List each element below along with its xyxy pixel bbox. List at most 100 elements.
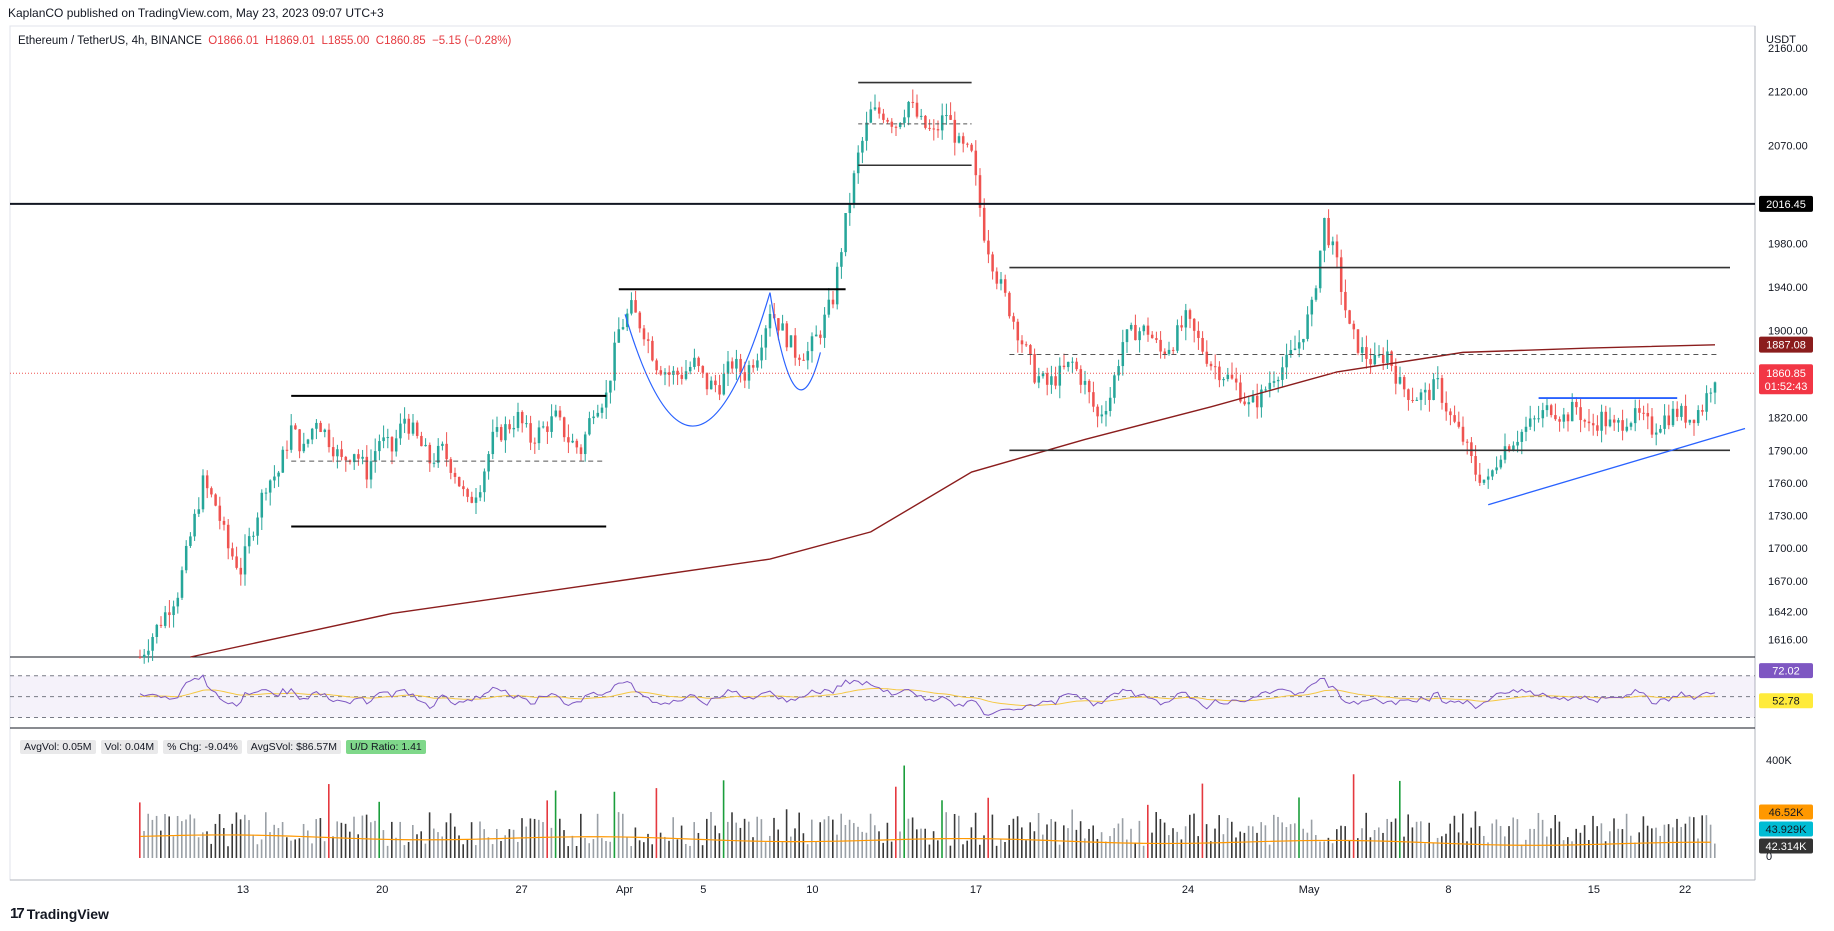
volume-bar [974, 812, 977, 858]
volume-bar [617, 812, 620, 858]
candle-body [764, 328, 768, 348]
candle-body [1541, 410, 1545, 419]
candle-body [1352, 323, 1356, 330]
candle-body [302, 443, 306, 452]
candle-body [1461, 426, 1465, 442]
candle-body [138, 657, 142, 658]
candle-body [1096, 406, 1099, 417]
candle-body [1428, 389, 1431, 401]
volume-bar [857, 826, 859, 858]
candle-body [256, 517, 259, 536]
volume-zero-label: 0 [1766, 851, 1772, 863]
volume-bar [1134, 842, 1136, 858]
candle-body [1507, 446, 1511, 451]
volume-bar [1025, 840, 1027, 858]
volume-bar [689, 845, 691, 858]
badge-ma200-bg [1759, 336, 1813, 353]
candle-body [785, 323, 789, 348]
candle-body [848, 203, 852, 214]
candle-body [487, 454, 490, 472]
candle-body [516, 411, 520, 428]
candle-body [453, 472, 457, 477]
volume-bar [563, 830, 565, 858]
volume-bar [1630, 835, 1632, 858]
volume-bar [1310, 819, 1313, 858]
volume-bar [395, 837, 397, 858]
candle-body [777, 318, 780, 331]
volume-bar [970, 827, 973, 858]
volume-bar [777, 829, 779, 858]
volume-bar [1567, 837, 1569, 858]
candle-body [781, 323, 784, 331]
candle-body [646, 339, 650, 341]
volume-bar [1415, 821, 1418, 858]
candle-body [1583, 420, 1587, 422]
volume-bar [244, 814, 246, 858]
candle-body [1209, 363, 1213, 367]
candle-body [596, 412, 600, 417]
candle-body [873, 107, 877, 110]
candle-body [159, 624, 163, 626]
currency-label: USDT [1766, 34, 1796, 46]
volume-bar [1184, 826, 1187, 858]
candle-body [352, 454, 356, 463]
candle-body [1247, 402, 1251, 405]
candle-body [1688, 419, 1692, 423]
candle-body [991, 254, 994, 272]
candle-body [478, 492, 482, 498]
volume-bar [231, 823, 233, 858]
volume-bar [176, 815, 179, 858]
volume-bar [307, 830, 309, 858]
volume-bar [1079, 821, 1082, 858]
volume-bar [945, 812, 947, 858]
candle-body [722, 373, 726, 395]
volume-bar [1306, 832, 1309, 858]
candle-body [1604, 411, 1608, 427]
candle-body [999, 279, 1003, 284]
volume-bar [479, 821, 481, 858]
volume-bar [680, 825, 683, 858]
candle-body [1524, 426, 1528, 432]
candle-body [378, 441, 381, 452]
volume-bar [1315, 835, 1317, 858]
volume-bar [668, 840, 670, 858]
candle-body [735, 358, 738, 369]
candle-body [1394, 365, 1398, 384]
candle-body [840, 252, 843, 267]
volume-bar [752, 837, 754, 858]
candle-body [1041, 373, 1045, 377]
candle-body [520, 411, 524, 424]
candle-body [1457, 421, 1461, 427]
candle-body [1650, 416, 1654, 435]
volume-bar [722, 780, 725, 858]
volume-bar [1096, 838, 1099, 858]
candle-body [399, 423, 402, 439]
candle-body [1520, 431, 1524, 442]
volume-bar [1462, 813, 1464, 858]
candle-body [1239, 382, 1242, 402]
candle-body [1709, 392, 1713, 394]
candle-body [1054, 376, 1057, 386]
volume-bar [1302, 828, 1304, 858]
badge-rsi-ma: 52.78 [1772, 696, 1800, 708]
volume-bar [546, 800, 548, 858]
volume-bar [748, 821, 750, 858]
candle-body [491, 431, 495, 455]
volume-bar [1693, 817, 1695, 858]
candle-body [1255, 395, 1259, 408]
volume-bar [928, 844, 931, 858]
time-tick-label: 17 [970, 884, 982, 896]
candle-body [1234, 378, 1238, 383]
time-tick-label: 22 [1679, 884, 1691, 896]
candle-body [533, 442, 537, 444]
symbol-title[interactable]: Ethereum / TetherUS, 4h, BINANCE [18, 35, 202, 47]
volume-bar [336, 821, 338, 858]
candle-body [499, 427, 503, 441]
tradingview-logo[interactable]: 17 TradingView [10, 905, 109, 922]
volume-bar [1075, 829, 1078, 858]
candle-body [1671, 408, 1675, 426]
candle-body [701, 366, 705, 373]
candle-body [949, 115, 952, 120]
candle-body [1276, 379, 1280, 382]
